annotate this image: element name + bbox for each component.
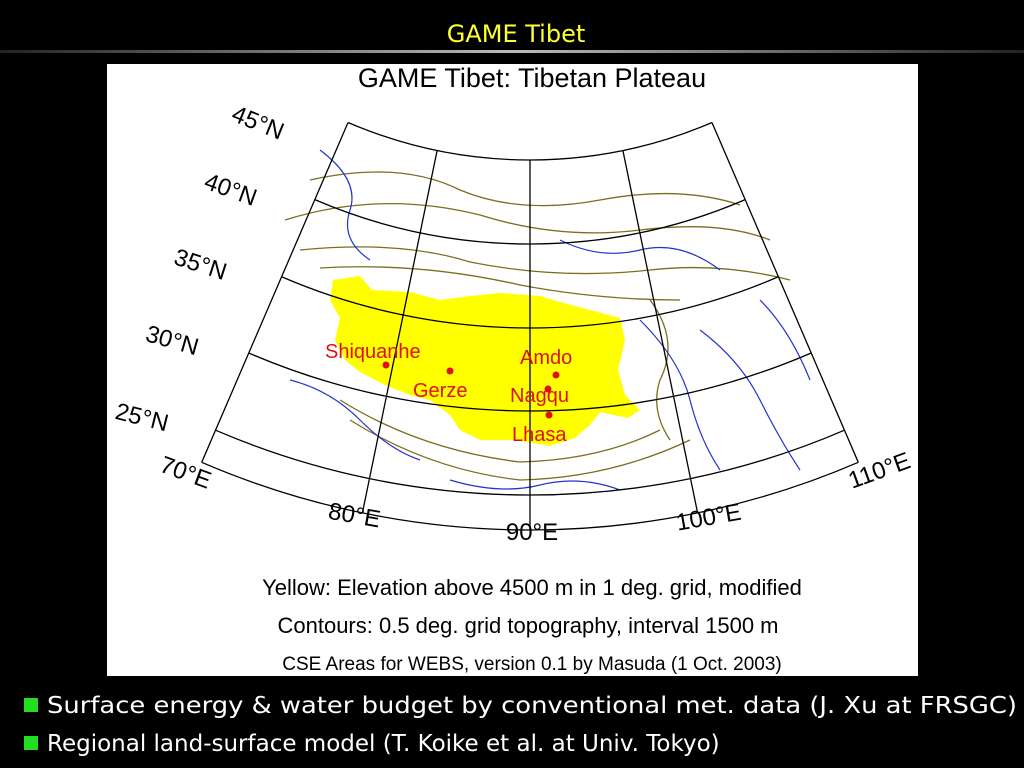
rivers [289,149,811,491]
bullet-marker [24,736,38,750]
map-title: GAME Tibet: Tibetan Plateau [358,63,706,93]
bullet-text: Regional land-surface model (T. Koike et… [47,731,720,757]
high-elevation-area [330,276,640,446]
graticule [201,121,859,531]
graticule-line [622,150,699,514]
station-label: Shiquanhe [325,341,421,363]
station-dot [382,361,390,369]
contours [284,171,791,481]
graticule-line [361,150,438,514]
station-label: Nagqu [510,385,569,407]
title-rule [0,50,1024,53]
bullet-marker [24,698,38,712]
longitude-label: 90°E [506,519,558,546]
graticule-line [711,122,859,463]
station-label: Amdo [520,347,572,369]
map-caption: CSE Areas for WEBS, version 0.1 by Masud… [282,654,782,675]
station-label: Gerze [413,380,467,402]
map-caption: Yellow: Elevation above 4500 m in 1 deg.… [262,575,802,600]
bullet-text: Surface energy & water budget by convent… [47,693,1017,719]
station-dot [544,385,552,393]
station-label: Lhasa [512,424,567,446]
station-markers [382,361,560,419]
slide-title: GAME Tibet [447,20,586,48]
map-caption: Contours: 0.5 deg. grid topography, inte… [277,613,778,638]
station-dot [446,367,454,375]
station-dot [552,371,560,379]
graticule-line [201,122,349,463]
station-dot [545,411,553,419]
map-figure: GAME Tibet: Tibetan Plateau 45°N 40°N 35… [107,63,918,676]
station-labels: Shiquanhe Gerze Amdo Nagqu Lhasa [325,341,572,446]
graticule-line [347,121,713,161]
